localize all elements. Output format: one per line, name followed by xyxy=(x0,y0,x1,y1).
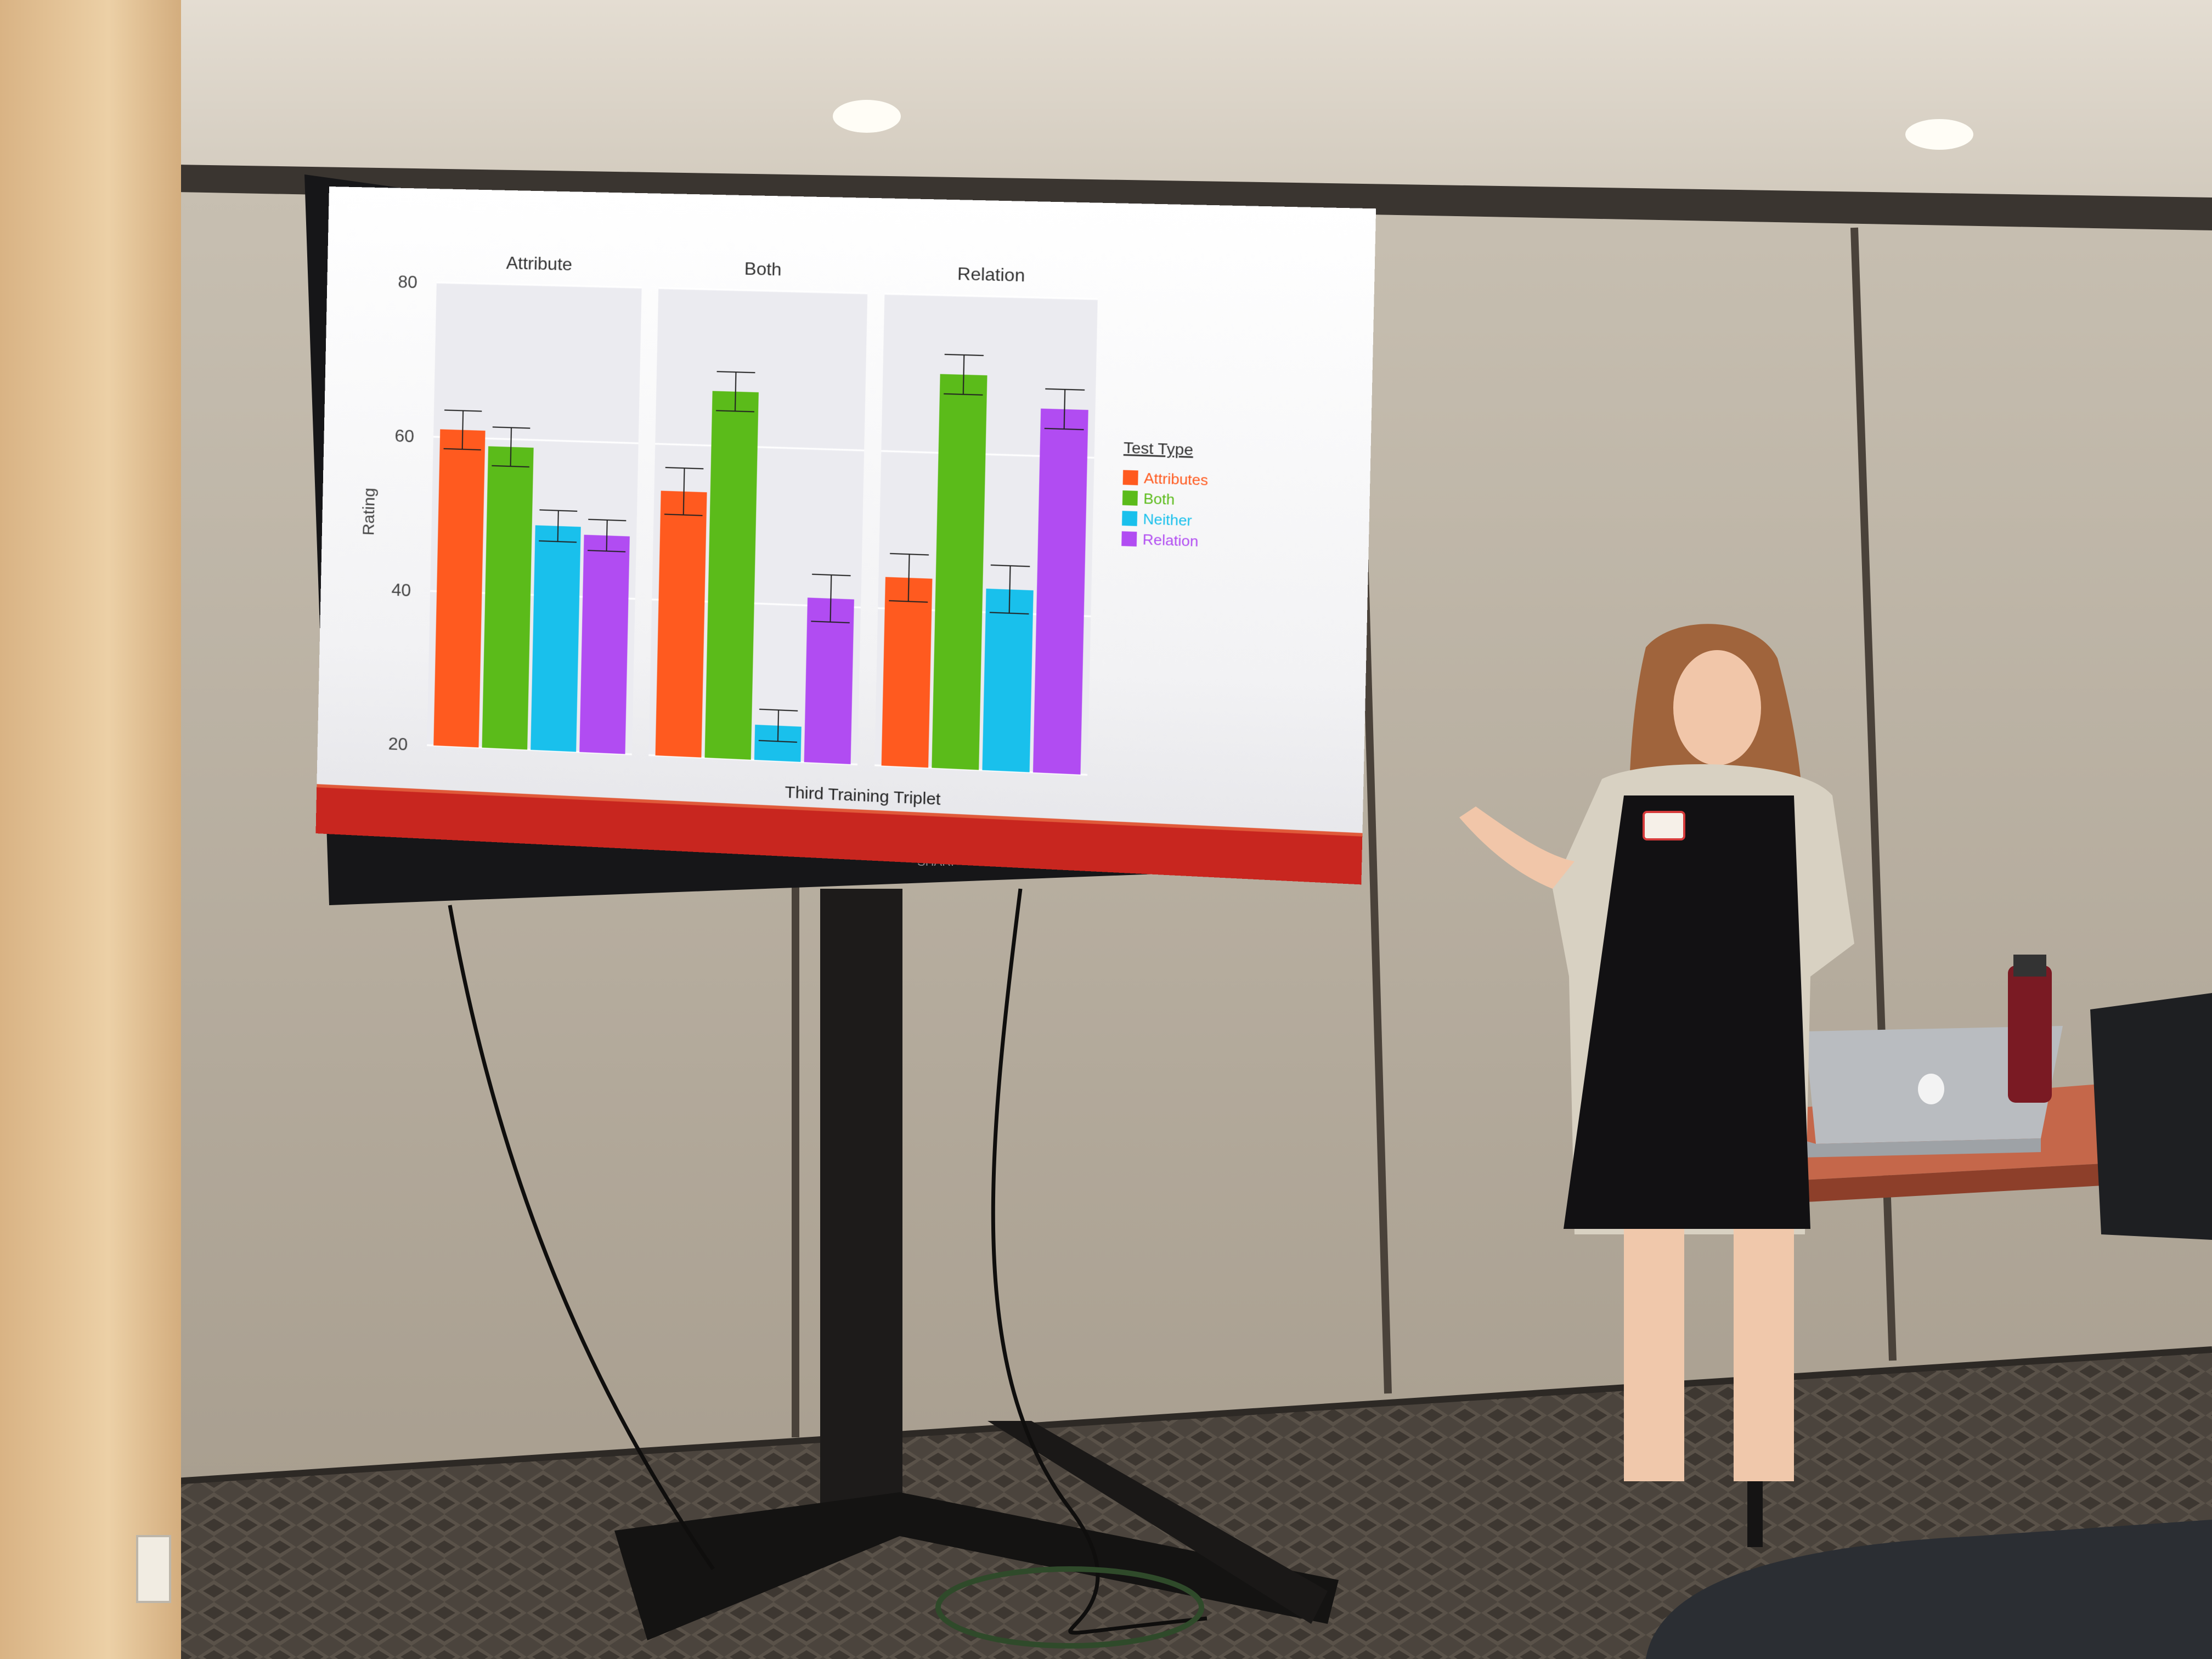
water-bottle-cap xyxy=(2013,955,2046,977)
pillar xyxy=(0,0,181,1659)
name-tag xyxy=(1644,812,1684,839)
bar-relation xyxy=(1033,409,1088,775)
y-tick-label: 60 xyxy=(394,426,414,446)
bar-attributes xyxy=(882,577,933,768)
ceiling-light xyxy=(833,100,901,133)
y-tick-label: 40 xyxy=(391,579,411,600)
y-tick-label: 20 xyxy=(388,733,408,754)
faceted-bar-chart: Attribute Both Relation 20 40 60 80 Rating Th… xyxy=(315,187,1376,884)
legend-label: Relation xyxy=(1142,532,1198,550)
presentation-slide: Attribute Both Relation 20 40 60 80 Rating Th… xyxy=(315,187,1376,884)
legend-swatch xyxy=(1122,511,1137,526)
bar-attributes xyxy=(656,491,707,758)
water-bottle xyxy=(2008,966,2052,1103)
y-tick-label: 80 xyxy=(398,272,417,292)
legend-label: Both xyxy=(1143,491,1175,508)
x-axis-title: Third Training Triplet xyxy=(785,783,941,809)
facet-label: Both xyxy=(744,258,782,279)
bar-both xyxy=(482,446,534,749)
legend-swatch xyxy=(1121,531,1137,546)
bar-neither xyxy=(982,589,1033,772)
legend-swatch xyxy=(1122,490,1138,506)
legend-label: Attributes xyxy=(1144,471,1209,489)
slide-frame: Attribute Both Relation 20 40 60 80 Rating Th… xyxy=(315,187,1376,884)
bar-both xyxy=(932,374,987,770)
bar-relation xyxy=(579,535,630,754)
legend-title: Test Type xyxy=(1124,439,1194,459)
facet-label: Attribute xyxy=(506,253,572,274)
bar-neither xyxy=(531,525,581,752)
apple-logo-icon xyxy=(1918,1074,1944,1104)
presenter-leg xyxy=(1624,1229,1684,1481)
facet-label: Relation xyxy=(957,263,1025,285)
monitor-stand-pole xyxy=(820,889,902,1520)
y-axis-title: Rating xyxy=(359,488,379,536)
bar-attributes xyxy=(433,429,485,747)
chair-back xyxy=(2090,993,2212,1240)
ceiling-light xyxy=(1905,119,1973,150)
bar-both xyxy=(705,391,759,760)
wall-outlet xyxy=(137,1536,170,1602)
legend-label: Neither xyxy=(1143,511,1192,529)
presenter-leg xyxy=(1734,1229,1794,1481)
presenter-face xyxy=(1673,650,1761,765)
legend-swatch xyxy=(1123,470,1138,486)
